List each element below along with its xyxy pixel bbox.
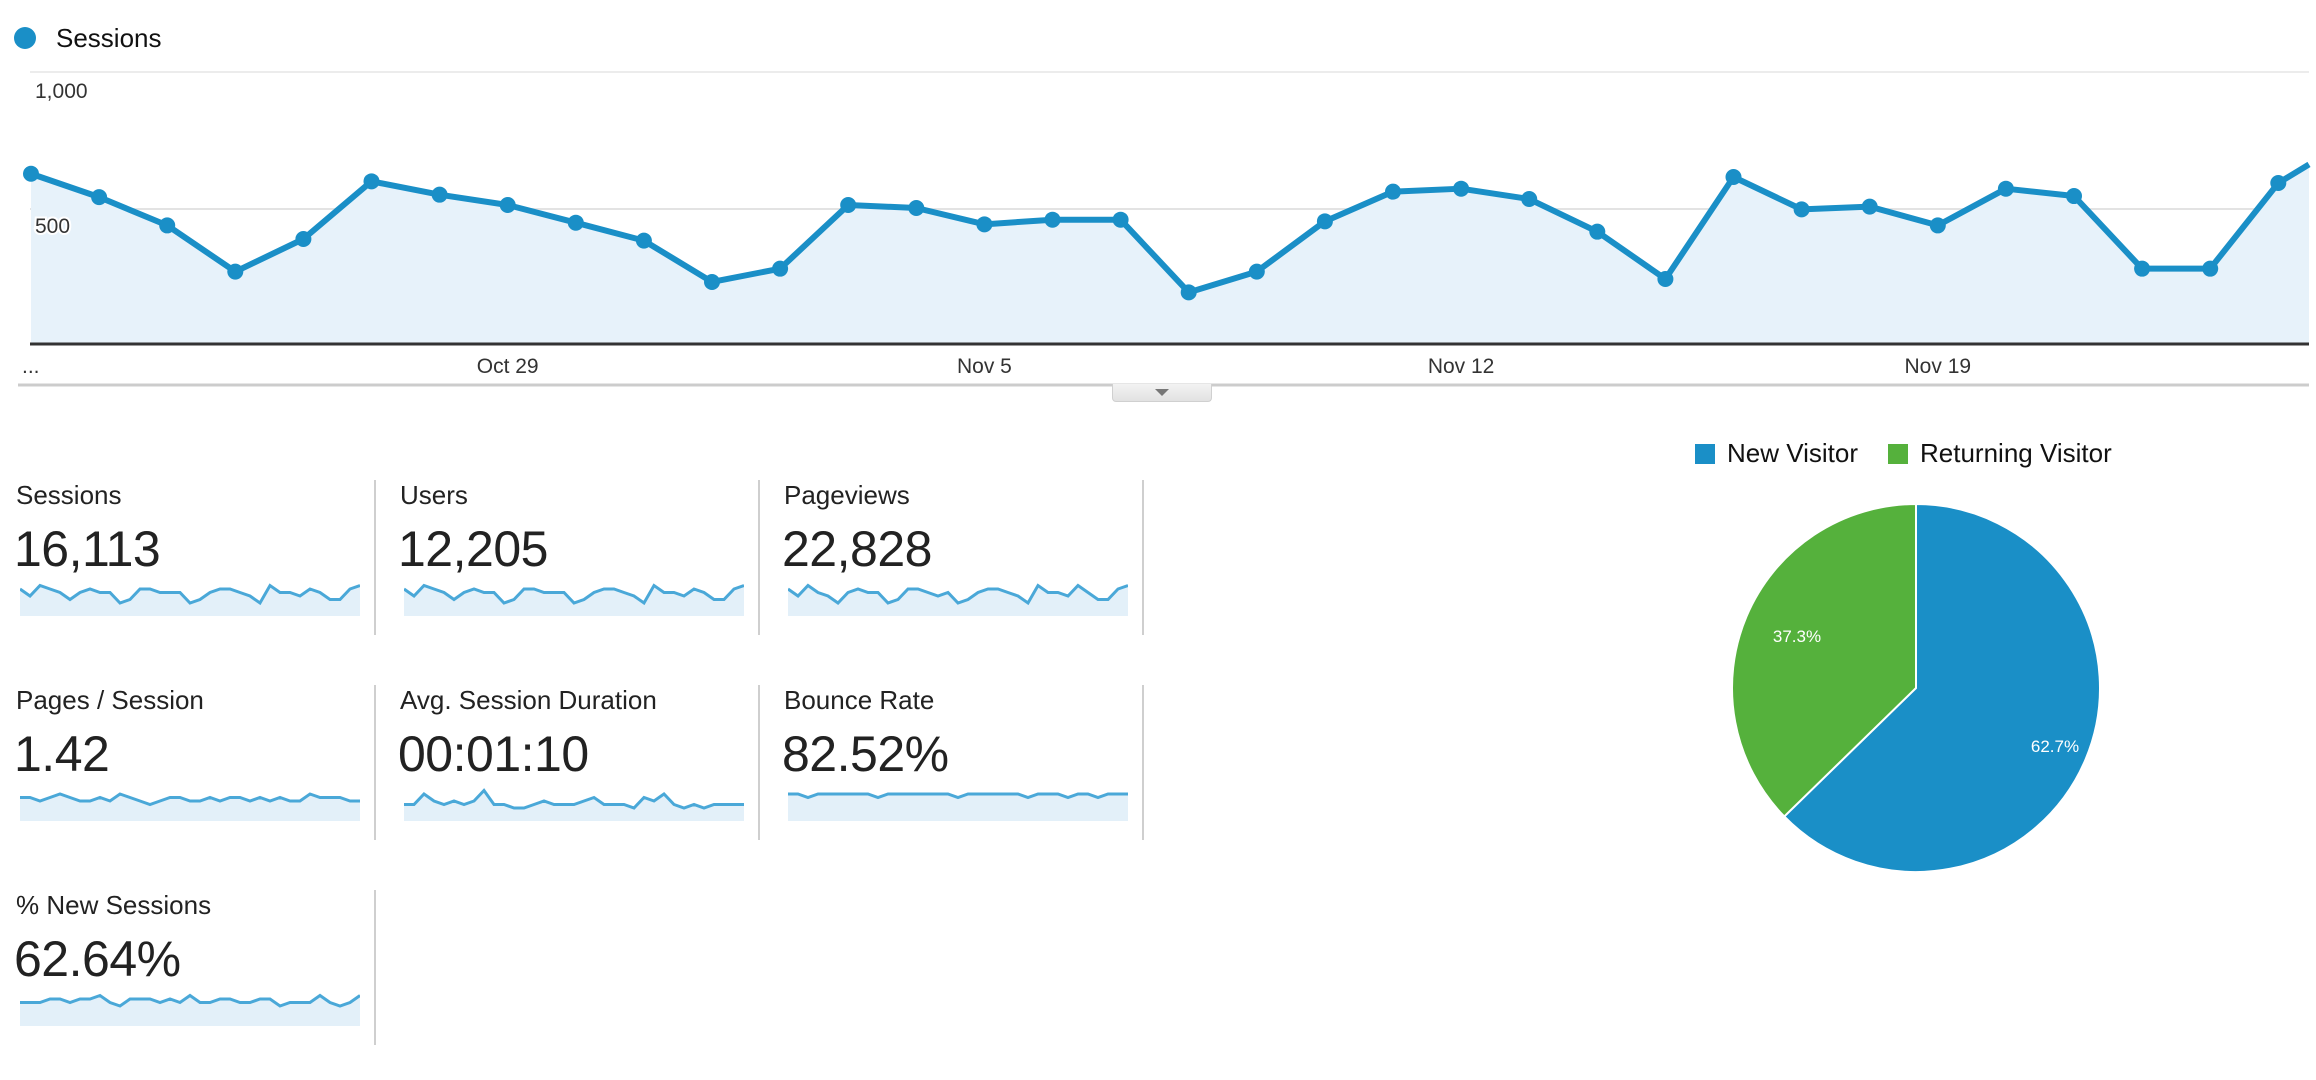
scorecard-sessions[interactable]: Sessions 16,113 bbox=[0, 480, 376, 670]
data-point[interactable] bbox=[227, 263, 244, 280]
data-point[interactable] bbox=[2270, 174, 2287, 191]
sparkline bbox=[404, 788, 744, 821]
sparkline bbox=[788, 792, 1128, 821]
visitor-type-pie-chart[interactable]: 62.7% 37.3% bbox=[1700, 470, 2140, 910]
data-point[interactable] bbox=[840, 197, 857, 214]
scorecard-title: Sessions bbox=[16, 480, 122, 510]
scorecard-value: 1.42 bbox=[14, 726, 110, 782]
sparkline bbox=[404, 583, 744, 616]
x-tick-label: ... bbox=[22, 355, 40, 378]
data-point[interactable] bbox=[2202, 260, 2219, 277]
scorecard-users[interactable]: Users 12,205 bbox=[384, 480, 760, 670]
data-point[interactable] bbox=[2066, 188, 2082, 205]
triangle-down-icon bbox=[1155, 389, 1169, 396]
x-tick-label: Nov 12 bbox=[1428, 355, 1495, 378]
data-point[interactable] bbox=[1657, 270, 1674, 287]
data-point[interactable] bbox=[431, 186, 448, 203]
data-point[interactable] bbox=[704, 273, 720, 290]
data-point[interactable] bbox=[1316, 213, 1333, 230]
divider bbox=[758, 685, 760, 840]
x-axis-ticks: ... Oct 29 Nov 5 Nov 12 Nov 19 bbox=[22, 355, 1971, 378]
y-tick-500: 500 bbox=[35, 215, 70, 238]
legend-item-returning-visitor[interactable]: Returning Visitor bbox=[1888, 438, 2112, 469]
data-point[interactable] bbox=[1248, 263, 1265, 280]
scorecard-value: 82.52% bbox=[782, 726, 949, 782]
scorecard-title: Avg. Session Duration bbox=[400, 685, 657, 715]
scorecard-bounce-rate[interactable]: Bounce Rate 82.52% bbox=[768, 685, 1144, 875]
legend-label: New Visitor bbox=[1727, 438, 1859, 468]
divider bbox=[374, 890, 376, 1045]
main-chart-legend: Sessions bbox=[14, 20, 162, 56]
sparkline bbox=[20, 583, 360, 616]
x-tick-label: Nov 5 bbox=[957, 355, 1012, 378]
data-point[interactable] bbox=[772, 260, 789, 277]
data-point[interactable] bbox=[1453, 180, 1470, 197]
sessions-series-dot-icon bbox=[14, 27, 36, 49]
sparkline bbox=[788, 583, 1128, 616]
data-points[interactable] bbox=[23, 165, 2287, 301]
data-point[interactable] bbox=[1929, 217, 1946, 234]
scorecard-value: 12,205 bbox=[398, 521, 548, 577]
scorecard-title: Pages / Session bbox=[16, 685, 204, 715]
sparkline bbox=[20, 792, 360, 821]
data-point[interactable] bbox=[295, 231, 312, 248]
scorecard-pageviews[interactable]: Pageviews 22,828 bbox=[768, 480, 1144, 670]
data-point[interactable] bbox=[1793, 201, 1810, 218]
data-point[interactable] bbox=[908, 200, 925, 216]
scorecard-value: 22,828 bbox=[782, 521, 932, 577]
legend-label: Returning Visitor bbox=[1920, 438, 2112, 468]
data-point[interactable] bbox=[1589, 223, 1606, 240]
data-point[interactable] bbox=[499, 197, 516, 214]
divider bbox=[374, 685, 376, 840]
pie-label-returning-visitor: 37.3% bbox=[1773, 627, 1821, 646]
data-point[interactable] bbox=[1112, 211, 1129, 228]
data-point[interactable] bbox=[976, 216, 993, 233]
x-tick-label: Oct 29 bbox=[477, 355, 539, 378]
data-point[interactable] bbox=[1861, 198, 1878, 215]
divider bbox=[1142, 480, 1144, 635]
data-point[interactable] bbox=[635, 232, 652, 249]
data-point[interactable] bbox=[91, 189, 108, 206]
data-point[interactable] bbox=[23, 165, 39, 182]
scorecard-title: % New Sessions bbox=[16, 890, 212, 920]
scorecard-value: 16,113 bbox=[14, 521, 161, 577]
sparkline bbox=[20, 993, 360, 1026]
legend-item-new-visitor[interactable]: New Visitor bbox=[1695, 438, 1858, 469]
data-point[interactable] bbox=[1725, 168, 1742, 185]
data-point[interactable] bbox=[567, 214, 584, 231]
data-point[interactable] bbox=[2134, 260, 2151, 277]
divider bbox=[374, 480, 376, 635]
pie-legend: New Visitor Returning Visitor bbox=[1695, 438, 2142, 469]
y-tick-1000: 1,000 bbox=[35, 80, 88, 103]
returning-visitor-swatch-icon bbox=[1888, 443, 1909, 464]
new-visitor-swatch-icon bbox=[1695, 443, 1715, 464]
scorecard-value: 00:01:10 bbox=[398, 726, 589, 782]
scorecard-title: Pageviews bbox=[784, 480, 910, 510]
divider bbox=[758, 480, 760, 635]
data-point[interactable] bbox=[363, 173, 380, 190]
scorecard-new-sessions-pct[interactable]: % New Sessions 62.64% bbox=[0, 890, 376, 1080]
scorecard-value: 62.64% bbox=[14, 931, 181, 987]
data-point[interactable] bbox=[1044, 211, 1061, 228]
data-point[interactable] bbox=[159, 217, 176, 234]
data-point[interactable] bbox=[1997, 180, 2014, 197]
legend-label-sessions: Sessions bbox=[56, 22, 162, 53]
scorecard-title: Users bbox=[400, 480, 468, 510]
divider bbox=[1142, 685, 1144, 840]
pie-slice-new-visitor[interactable] bbox=[1782, 502, 2101, 873]
scorecard-avg-session-duration[interactable]: Avg. Session Duration 00:01:10 bbox=[384, 685, 760, 875]
data-point[interactable] bbox=[1385, 183, 1401, 200]
scorecard-pages-per-session[interactable]: Pages / Session 1.42 bbox=[0, 685, 376, 875]
data-point[interactable] bbox=[1180, 284, 1197, 301]
sessions-line-chart[interactable]: 1,000 500 ... Oct 29 Nov 5 Nov 12 Nov 19 bbox=[0, 60, 2316, 390]
collapse-chart-button[interactable] bbox=[1112, 384, 1212, 402]
pie-label-new-visitor: 62.7% bbox=[2031, 737, 2079, 756]
pie-slice-returning-visitor[interactable] bbox=[1731, 502, 1917, 818]
x-tick-label: Nov 19 bbox=[1905, 355, 1972, 378]
scorecard-title: Bounce Rate bbox=[784, 685, 935, 715]
sessions-area-fill bbox=[31, 164, 2309, 344]
data-point[interactable] bbox=[1521, 191, 1538, 208]
